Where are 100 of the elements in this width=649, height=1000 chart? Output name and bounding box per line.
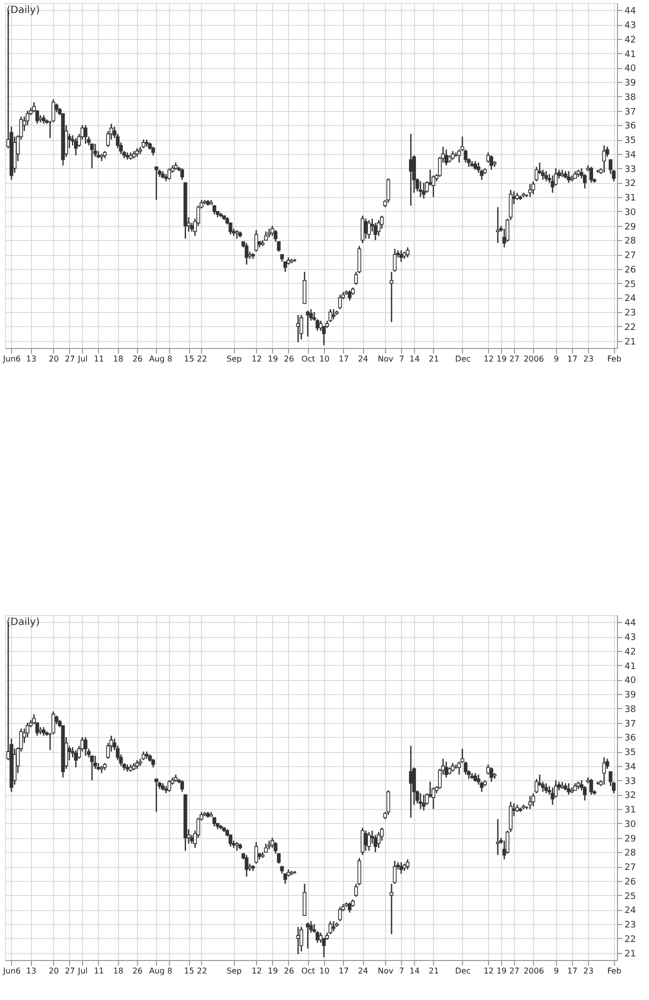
y-tick-label: 29 [624, 834, 636, 844]
candlestick [180, 168, 184, 180]
candlestick [490, 766, 494, 782]
y-tick-label: 23 [624, 308, 636, 319]
x-tick-label: 19 [268, 966, 278, 976]
y-tick-label: 30 [624, 208, 636, 218]
y-tick-label: 26 [624, 877, 636, 888]
x-tick-label: Nov [378, 354, 394, 364]
candlestick [360, 215, 364, 244]
x-tick-label: 13 [26, 966, 36, 976]
y-tick-label: 41 [624, 662, 636, 672]
x-tick-label: Oct [301, 966, 316, 976]
candlestick [390, 883, 394, 935]
x-tick-label: 19 [496, 966, 507, 976]
candlestick [84, 736, 88, 757]
y-tick-label: 24 [624, 906, 636, 916]
candlestick [302, 883, 306, 916]
x-tick-label: 23 [583, 354, 594, 364]
x-tick-label: 9 [554, 966, 559, 976]
candlestick [318, 320, 323, 332]
y-tick-label: 26 [624, 265, 636, 276]
y-tick-label: 30 [624, 820, 636, 830]
x-tick-label: 24 [358, 354, 368, 364]
y-tick-label: 40 [624, 676, 636, 686]
y-tick-label: 41 [624, 50, 636, 60]
x-tick-label: 22 [196, 354, 208, 364]
candlestick [608, 159, 612, 175]
candlestick [374, 222, 378, 241]
candlestick [399, 250, 404, 262]
x-tick-label: Jul [76, 354, 88, 364]
candlestick [84, 124, 88, 145]
candlestick [244, 242, 248, 266]
x-tick-label: Jun6 [2, 354, 21, 364]
candlestick [376, 831, 380, 849]
candlestick [418, 180, 422, 198]
candlestick [531, 792, 536, 807]
y-tick-label: 43 [624, 633, 636, 644]
candlestick [357, 857, 362, 886]
y-tick-label: 23 [624, 920, 636, 931]
candlestick [386, 178, 390, 204]
y-tick-label: 36 [624, 122, 636, 132]
y-tick-label: 25 [624, 280, 636, 290]
y-tick-label: 35 [624, 748, 636, 758]
y-tick-label: 27 [624, 251, 636, 262]
candlestick [496, 818, 500, 856]
x-tick-label: 26 [284, 966, 294, 976]
candlestick [316, 318, 320, 332]
candlestick [367, 831, 371, 852]
y-tick-label: 33 [624, 776, 636, 787]
y-tick-label: 31 [624, 806, 636, 816]
y-tick-label: 34 [624, 150, 636, 160]
x-tick-label: Dec [455, 966, 471, 976]
x-tick-label: Nov [378, 966, 394, 976]
x-tick-label: 26 [132, 966, 143, 976]
x-tick-label: 19 [268, 354, 278, 364]
x-tick-label: 23 [583, 966, 594, 976]
candlestick [602, 144, 606, 174]
candlestick [390, 271, 394, 323]
y-tick-label: 42 [624, 35, 636, 46]
candlestick [544, 782, 548, 794]
candlestick [254, 229, 258, 252]
x-tick-label: 27 [64, 966, 76, 976]
y-tick-label: 43 [624, 21, 636, 32]
y-tick-label: 32 [624, 791, 636, 802]
x-tick-label: 11 [94, 966, 104, 976]
x-tick-label: 21 [428, 966, 439, 976]
candlestick [399, 862, 404, 874]
candlestick [254, 841, 258, 864]
x-tick-label: Dec [455, 354, 471, 364]
x-tick-label: Oct [301, 354, 316, 364]
x-tick-label: Feb [607, 354, 622, 364]
candlestick [180, 780, 184, 792]
x-tick-label: Aug [149, 354, 165, 364]
candlestick [354, 271, 358, 286]
y-tick-label: 42 [624, 647, 636, 658]
candlestick [283, 873, 288, 884]
x-tick-label: 8 [167, 354, 172, 364]
x-tick-label: 17 [567, 966, 578, 976]
y-tick-label: 28 [624, 848, 636, 859]
y-tick-label: 37 [624, 719, 636, 730]
candlestick [367, 219, 371, 240]
candlestick [608, 771, 612, 787]
y-tick-label: 34 [624, 762, 636, 772]
x-tick-label: 18 [113, 354, 124, 364]
candlestick [154, 166, 158, 201]
x-tick-label: 14 [409, 354, 420, 364]
candlestick [332, 920, 336, 932]
y-tick-label: 44 [624, 618, 636, 629]
candlestick [244, 854, 248, 878]
x-tick-label: 27 [509, 354, 520, 364]
candlestick [422, 182, 426, 200]
y-tick-label: 29 [624, 222, 636, 232]
candlestick [360, 827, 364, 856]
y-tick-label: 28 [624, 236, 636, 247]
y-tick-label: 37 [624, 107, 636, 118]
y-tick-label: 33 [624, 164, 636, 175]
y-tick-label: 31 [624, 194, 636, 204]
x-tick-label: 14 [409, 966, 420, 976]
candlestick [602, 756, 606, 786]
y-tick-label: 21 [624, 949, 636, 960]
